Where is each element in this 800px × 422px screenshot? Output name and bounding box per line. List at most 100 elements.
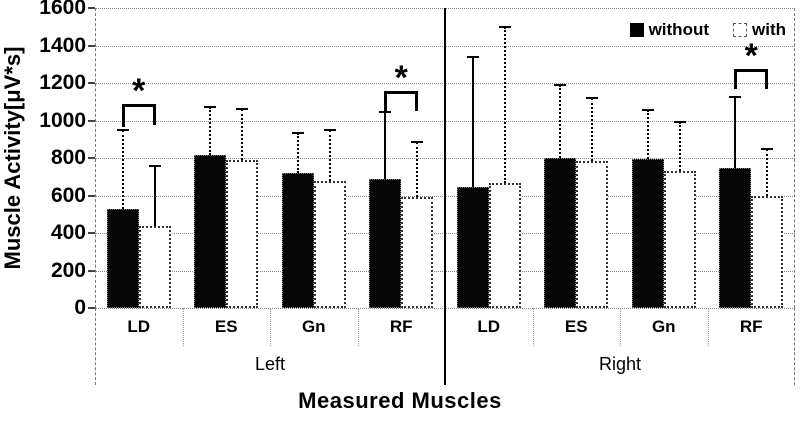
sig-left-ld-leg-right bbox=[152, 103, 156, 126]
error-bar-without-left-gn bbox=[296, 132, 299, 173]
y-tick-mark-200 bbox=[88, 269, 95, 272]
x-axis-title: Measured Muscles bbox=[298, 388, 502, 413]
category-separator bbox=[182, 308, 184, 346]
error-cap-with-right-gn bbox=[673, 121, 686, 124]
plot-area: * * * bbox=[95, 8, 795, 309]
x-category-label-left-es: ES bbox=[214, 317, 238, 336]
y-tick-label-0: 0 bbox=[74, 296, 86, 319]
y-axis-title: Muscle Activity[μV*s] bbox=[0, 46, 25, 270]
error-bar-without-right-ld bbox=[471, 56, 474, 188]
sig-right-rf-leg-right bbox=[765, 68, 769, 89]
error-cap-with-right-rf bbox=[761, 147, 774, 150]
error-bar-without-right-gn bbox=[646, 110, 649, 159]
y-tick-mark-600 bbox=[88, 194, 95, 197]
error-cap-without-left-gn bbox=[291, 131, 304, 134]
bar-without-left-ld bbox=[106, 208, 139, 308]
bar-without-left-rf bbox=[369, 178, 402, 308]
category-separator bbox=[270, 308, 271, 346]
error-cap-without-left-ld bbox=[116, 128, 129, 131]
sig-left-ld-bar bbox=[121, 103, 156, 107]
error-bar-without-left-ld bbox=[121, 129, 124, 209]
sig-left-rf-bar bbox=[384, 90, 419, 94]
y-tick-mark-1000 bbox=[88, 119, 95, 122]
error-cap-without-right-rf bbox=[729, 96, 742, 99]
legend-label-without: without bbox=[648, 20, 709, 39]
sig-left-ld-asterisk: * bbox=[132, 71, 146, 110]
bar-with-left-gn bbox=[313, 181, 346, 308]
bar-without-left-es bbox=[194, 155, 227, 308]
error-bar-with-left-ld bbox=[153, 165, 156, 226]
y-tick-label-800: 800 bbox=[50, 146, 86, 169]
plot-left-border bbox=[95, 8, 96, 308]
error-bar-with-right-gn bbox=[678, 122, 681, 172]
y-tick-label-1400: 1400 bbox=[39, 33, 86, 57]
y-tick-mark-1600 bbox=[88, 7, 95, 9]
x-category-label-left-rf: RF bbox=[389, 317, 413, 336]
error-cap-with-left-es bbox=[236, 108, 249, 111]
y-tick-label-1600: 1600 bbox=[39, 0, 86, 19]
bar-without-right-es bbox=[544, 158, 577, 308]
x-category-label-right-rf: RF bbox=[739, 317, 763, 336]
y-tick-mark-800 bbox=[88, 157, 95, 159]
group-divider-line bbox=[444, 8, 446, 385]
y-tick-label-200: 200 bbox=[50, 258, 86, 282]
x-category-label-left-gn: Gn bbox=[301, 317, 326, 336]
y-tick-mark-1400 bbox=[88, 44, 95, 47]
category-separator bbox=[357, 308, 359, 346]
error-cap-with-left-gn bbox=[323, 128, 336, 131]
axis-boundary-left bbox=[95, 308, 96, 385]
y-tick-mark-400 bbox=[88, 232, 95, 234]
x-category-label-right-es: ES bbox=[564, 317, 588, 336]
sig-right-rf-leg-left bbox=[734, 68, 738, 89]
axis-boundary-right bbox=[794, 308, 795, 385]
sig-right-rf-bar bbox=[734, 68, 769, 72]
category-separator bbox=[532, 308, 534, 346]
error-bar-with-right-rf bbox=[766, 148, 769, 196]
x-group-label-right: Right bbox=[598, 354, 642, 374]
with-swatch-icon bbox=[733, 23, 747, 37]
legend-item-without: without bbox=[629, 20, 709, 40]
x-group-label-left: Left bbox=[254, 354, 286, 374]
error-cap-without-right-ld bbox=[466, 55, 479, 58]
plot-right-border bbox=[794, 8, 795, 308]
bar-with-right-rf bbox=[751, 195, 784, 308]
sig-left-rf-leg-left bbox=[384, 90, 388, 112]
y-tick-mark-1200 bbox=[88, 82, 95, 84]
y-tick-label-600: 600 bbox=[50, 183, 86, 207]
error-cap-with-left-ld bbox=[148, 164, 161, 167]
sig-left-rf-leg-right bbox=[415, 90, 419, 112]
category-separator bbox=[707, 308, 709, 346]
error-bar-with-left-es bbox=[241, 109, 244, 160]
y-tick-label-400: 400 bbox=[50, 221, 86, 244]
bar-with-right-gn bbox=[663, 171, 696, 308]
error-bar-with-left-rf bbox=[416, 142, 419, 198]
legend: without with bbox=[629, 20, 786, 40]
legend-label-with: with bbox=[752, 20, 786, 39]
category-separator bbox=[620, 308, 621, 346]
y-tick-label-1000: 1000 bbox=[39, 108, 86, 132]
error-bar-with-left-gn bbox=[328, 129, 331, 182]
sig-left-ld-leg-left bbox=[121, 103, 125, 128]
error-bar-without-left-es bbox=[209, 107, 212, 156]
x-category-label-left-ld: LD bbox=[127, 317, 151, 336]
bar-without-left-gn bbox=[281, 173, 314, 308]
sig-left-rf-asterisk: * bbox=[394, 58, 408, 97]
error-cap-without-right-es bbox=[554, 83, 567, 86]
error-cap-with-right-ld bbox=[498, 25, 511, 28]
bar-with-left-es bbox=[226, 159, 259, 308]
y-tick-mark-0 bbox=[88, 307, 95, 309]
error-bar-without-right-rf bbox=[734, 97, 737, 169]
bar-without-right-gn bbox=[631, 158, 664, 308]
error-cap-without-left-rf bbox=[379, 111, 392, 114]
error-cap-with-left-rf bbox=[411, 141, 424, 144]
y-tick-label-1200: 1200 bbox=[39, 71, 86, 94]
sig-right-rf-asterisk: * bbox=[744, 36, 758, 75]
bar-without-right-rf bbox=[719, 168, 752, 308]
bar-with-left-ld bbox=[138, 225, 171, 308]
error-cap-without-right-gn bbox=[641, 109, 654, 112]
error-cap-with-right-es bbox=[586, 97, 599, 99]
error-cap-without-left-es bbox=[204, 106, 217, 109]
error-bar-with-right-es bbox=[591, 98, 594, 161]
error-bar-without-right-es bbox=[559, 84, 562, 158]
